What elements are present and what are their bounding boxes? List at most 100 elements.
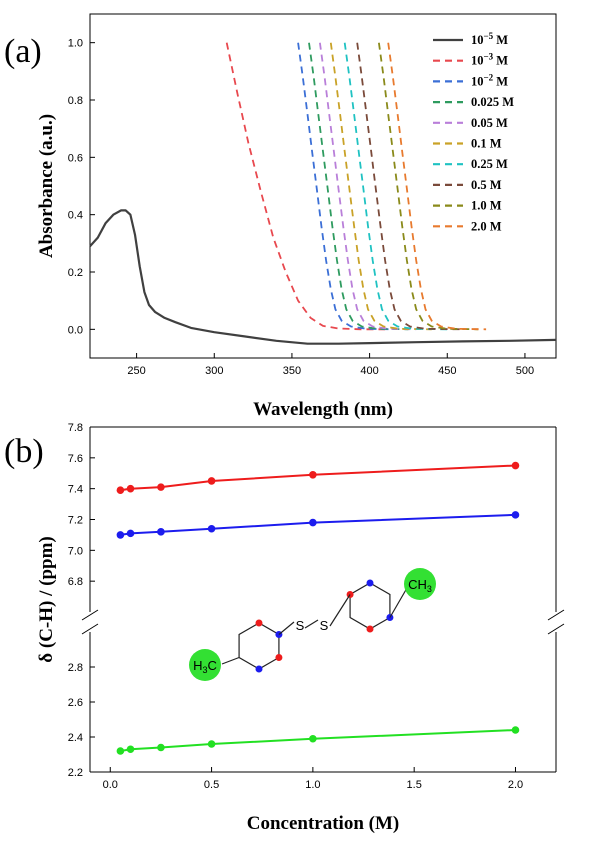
proton-marker (366, 579, 374, 587)
legend-label: 2.0 M (471, 219, 502, 233)
methyl-label: CH3 (408, 577, 432, 594)
bond (389, 587, 408, 618)
axis-break-mark (547, 623, 565, 635)
sulfur-label: S (296, 618, 305, 633)
bond (221, 656, 240, 665)
axis-break-mark (81, 623, 99, 635)
data-point (207, 477, 216, 485)
x-tick-label: 350 (283, 365, 301, 377)
data-point (116, 747, 125, 755)
y-tick-label: 7.8 (68, 422, 83, 434)
panel-a: (a) 250 300 350 400 450 500 0.0 0.2 0.4 0.6 0.8 1.0… (4, 13, 557, 420)
legend-label: 1.0 M (471, 199, 502, 213)
series-line-9 (387, 42, 487, 331)
panel-a-legend: 10−5 M 10−3 M 10−2 M 0.025 M 0.05 M 0.1 M 0.25… (433, 31, 514, 233)
methyl-highlight (404, 568, 436, 600)
x-tick-label: 400 (360, 365, 378, 377)
proton-marker (255, 665, 263, 673)
proton-marker (255, 619, 263, 627)
series-line-4 (319, 42, 417, 331)
y-tick-label: 0.2 (68, 267, 83, 279)
panel-b-data (116, 461, 520, 755)
y-tick-label: 7.0 (68, 545, 83, 557)
y-tick-label: 0.6 (68, 152, 83, 164)
series-line-0 (120, 464, 516, 492)
x-tick-label: 0.5 (204, 779, 219, 791)
legend-label: 10−3 M (471, 52, 508, 68)
legend-label: 10−2 M (471, 72, 508, 88)
y-tick-label: 0.8 (68, 95, 83, 107)
panel-b: (b) 0.0 0.5 1.0 1.5 2.0 6.8 7.0 7.2 7.4 7.6 7.8 2.2… (4, 422, 565, 834)
axis-break-mark (81, 609, 99, 621)
series-line-5 (329, 42, 432, 331)
legend-label: 0.25 M (471, 157, 508, 171)
series-line-1 (225, 42, 386, 331)
series-line-2 (120, 729, 516, 752)
data-point (309, 518, 317, 527)
panel-b-plot-frame (81, 426, 565, 773)
legend-label: 0.5 M (471, 178, 502, 192)
data-point (309, 734, 317, 743)
y-tick-label: 2.6 (68, 697, 83, 709)
bond (304, 619, 319, 629)
y-tick-label: 0.0 (68, 324, 83, 336)
y-tick-label: 1.0 (68, 38, 83, 50)
legend-label: 0.025 M (471, 95, 514, 109)
axis-break-mark (547, 609, 565, 621)
y-tick-label: 7.4 (68, 484, 83, 496)
x-tick-label: 2.0 (508, 779, 523, 791)
data-point (511, 726, 520, 734)
x-tick-label: 500 (516, 365, 534, 377)
series-line-1 (120, 513, 516, 536)
panel-a-plot-frame (89, 13, 557, 359)
data-point (511, 461, 520, 470)
legend-label: 10−5 M (471, 31, 508, 47)
sulfur-label: S (320, 618, 329, 633)
x-tick-label: 1.5 (407, 779, 422, 791)
proton-marker (366, 625, 374, 633)
methyl-highlight (189, 649, 221, 681)
y-tick-label: 0.4 (68, 210, 83, 222)
series-line-3 (308, 42, 409, 331)
bond (329, 594, 351, 627)
panel-a-x-axis-title: Wavelength (nm) (253, 399, 393, 420)
data-point (309, 470, 317, 479)
x-tick-label: 300 (205, 365, 223, 377)
panel-b-label: (b) (4, 433, 44, 470)
data-point (207, 524, 216, 533)
x-tick-label: 250 (127, 365, 145, 377)
data-point (116, 531, 125, 539)
y-tick-label: 7.2 (68, 515, 83, 527)
legend-label: 0.05 M (471, 116, 508, 130)
molecule-inset: S S H3C CH3 (189, 568, 436, 681)
benzene-ring (238, 622, 280, 670)
data-point (116, 486, 125, 495)
data-point (126, 484, 135, 493)
series-line-8 (378, 42, 479, 331)
series-line-0 (89, 209, 557, 345)
panel-a-y-axis-title: Absorbance (a.u.) (36, 114, 57, 258)
benzene-ring (349, 582, 391, 630)
data-point (511, 511, 520, 519)
bond (278, 621, 295, 635)
series-line-7 (356, 42, 463, 331)
data-point (207, 740, 216, 748)
data-point (157, 743, 165, 752)
series-line-6 (343, 42, 448, 331)
panel-b-x-axis-title: Concentration (M) (247, 813, 400, 834)
x-tick-label: 1.0 (305, 779, 320, 791)
panel-a-label: (a) (4, 33, 42, 70)
panel-a-axes: 250 300 350 400 450 500 0.0 0.2 0.4 0.6 0.8 1.0 (68, 38, 534, 377)
y-tick-label: 6.8 (68, 576, 83, 588)
panel-b-axes: 0.0 0.5 1.0 1.5 2.0 6.8 7.0 7.2 7.4 7.6 7.8 2.2 2.4 2… (68, 422, 523, 791)
panel-b-y-axis-title: δ (C-H) / (ppm) (36, 536, 57, 663)
y-tick-label: 2.4 (68, 732, 83, 744)
y-tick-label: 7.6 (68, 453, 83, 465)
data-point (157, 483, 165, 491)
y-tick-label: 2.2 (68, 767, 83, 779)
panel-a-data (89, 42, 557, 345)
series-line-2 (297, 42, 393, 331)
x-tick-label: 0.0 (103, 779, 118, 791)
data-point (126, 529, 135, 538)
